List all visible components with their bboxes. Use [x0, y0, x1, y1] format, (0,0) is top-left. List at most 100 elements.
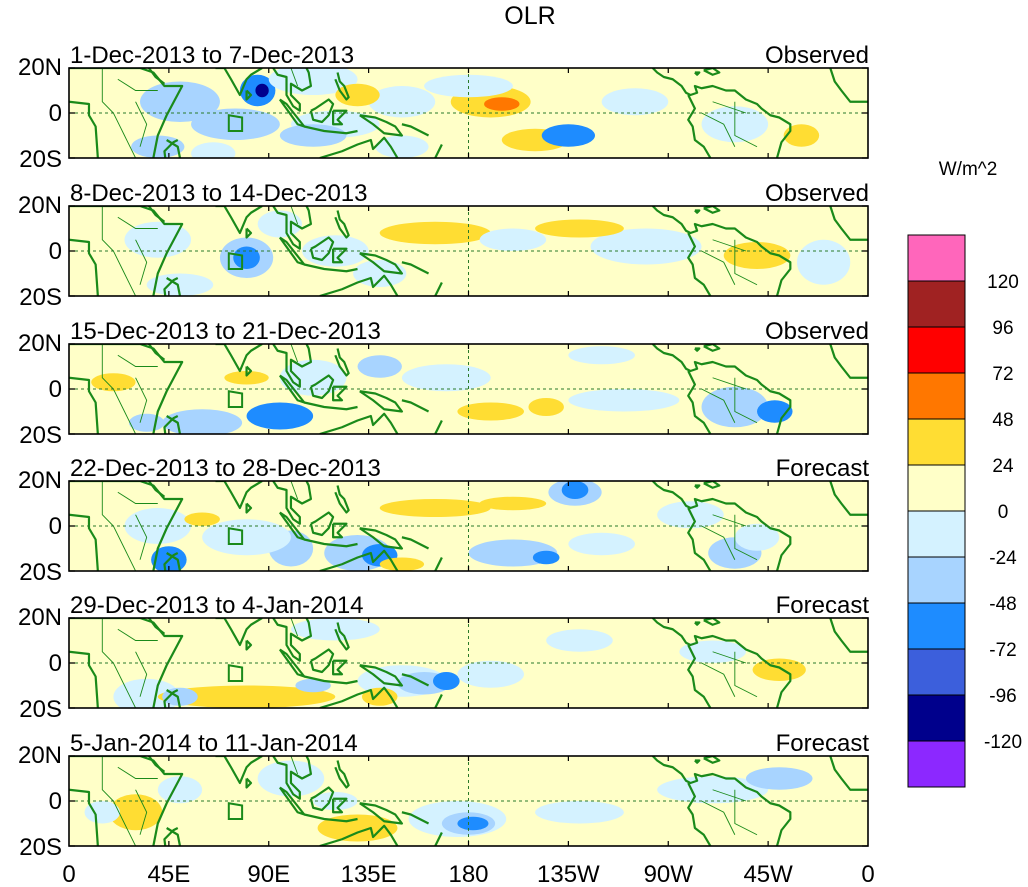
coastline	[332, 247, 348, 264]
anomaly-contour	[783, 124, 820, 147]
coastline	[359, 114, 404, 137]
lon-label: 180	[448, 861, 488, 887]
country-border	[712, 101, 747, 114]
figure-title: OLR	[504, 2, 555, 30]
anomaly-contour	[295, 678, 331, 693]
anomaly-contour	[484, 97, 520, 111]
coastline	[694, 621, 701, 626]
lat-label: 0	[49, 100, 62, 127]
anomaly-contour	[184, 512, 220, 526]
coastline	[215, 68, 263, 97]
country-border	[117, 78, 158, 91]
coastline	[69, 513, 99, 571]
coastline	[215, 206, 263, 235]
country-border	[734, 101, 758, 148]
colorbar-swatch	[907, 234, 966, 282]
anomaly-contour	[379, 221, 491, 245]
coastline	[319, 136, 399, 158]
map-panel-2: 20N 0 20S 8-Dec-2013 to 14-Dec-2013 Observed	[18, 180, 869, 311]
anomaly-contour	[734, 523, 780, 551]
coastline	[687, 370, 712, 434]
anomaly-contour	[368, 86, 436, 118]
anomaly-contour	[113, 678, 180, 708]
country-border	[712, 239, 747, 252]
coastline	[245, 89, 253, 101]
anomaly-contour	[128, 413, 165, 432]
lat-label: 20S	[19, 146, 62, 173]
coastline	[245, 639, 253, 651]
coastline	[694, 209, 701, 214]
coastline	[215, 618, 263, 647]
country-border	[117, 628, 158, 641]
lon-label: 90E	[247, 861, 290, 887]
country-border	[290, 756, 299, 775]
coastline	[245, 365, 253, 377]
lon-label: 0	[861, 861, 874, 887]
lat-label: 20N	[18, 192, 62, 219]
colorbar-label: -96	[989, 686, 1016, 707]
colorbar-swatch	[907, 372, 966, 420]
coastline	[434, 282, 443, 296]
anomaly-contour	[108, 794, 163, 831]
country-border	[290, 481, 299, 500]
anomaly-contour	[131, 135, 185, 158]
coastline	[245, 227, 253, 239]
panel-data-type: Forecast	[776, 730, 870, 757]
coastline	[304, 538, 358, 548]
coastline	[69, 376, 99, 434]
coastlines	[69, 206, 868, 296]
anomaly-contour	[84, 801, 121, 824]
coastline	[401, 399, 430, 413]
colorbar-swatch	[907, 326, 966, 374]
panel-date-range: 8-Dec-2013 to 14-Dec-2013	[70, 180, 368, 207]
coastline	[687, 644, 712, 708]
country-border	[701, 662, 736, 697]
coastline	[69, 788, 99, 846]
coastline	[304, 401, 358, 411]
country-border	[135, 101, 148, 147]
coastline	[334, 348, 350, 377]
coastline	[215, 344, 263, 373]
coastline	[272, 618, 313, 662]
anomaly-contour	[375, 135, 429, 158]
coastline	[148, 756, 166, 773]
panel-date-range: 5-Jan-2014 to 11-Jan-2014	[70, 730, 358, 757]
coastline	[334, 760, 350, 789]
lon-label: 135E	[341, 861, 397, 887]
anomaly-contour	[479, 228, 547, 251]
coastline	[69, 238, 99, 296]
country-border	[117, 354, 158, 367]
anomaly-contour	[568, 346, 635, 365]
lon-label: 90W	[644, 861, 694, 887]
lat-label: 0	[49, 238, 62, 265]
coastline	[829, 68, 868, 103]
lat-label: 20N	[18, 604, 62, 631]
olr-anomaly-field	[91, 346, 793, 434]
coastlines	[69, 618, 868, 708]
country-border	[135, 377, 148, 423]
coastline	[359, 802, 404, 825]
coastline	[651, 68, 792, 158]
anomaly-contour	[457, 660, 524, 688]
coastline	[334, 72, 350, 101]
coastline	[359, 527, 404, 550]
anomaly-contour	[162, 409, 243, 434]
colorbar-label: 48	[992, 410, 1013, 431]
colorbar-swatch	[907, 280, 966, 328]
colorbar-label: 24	[992, 456, 1014, 477]
colorbar-label: 72	[992, 364, 1013, 385]
coastline	[148, 206, 166, 223]
coastline	[148, 344, 166, 361]
coastline	[166, 827, 182, 846]
lat-label: 20S	[19, 834, 62, 861]
longitude-axis: 0 45E 90E 135E 180 135W 90W 45W 0	[62, 861, 874, 887]
coastline	[434, 144, 443, 158]
country-border	[117, 766, 158, 779]
coastline	[309, 511, 335, 537]
region-box	[227, 390, 244, 408]
anomaly-contour	[457, 816, 489, 831]
coastline	[434, 694, 443, 708]
anomaly-contour	[124, 508, 192, 544]
coastline	[272, 756, 313, 800]
coastline	[319, 274, 399, 296]
